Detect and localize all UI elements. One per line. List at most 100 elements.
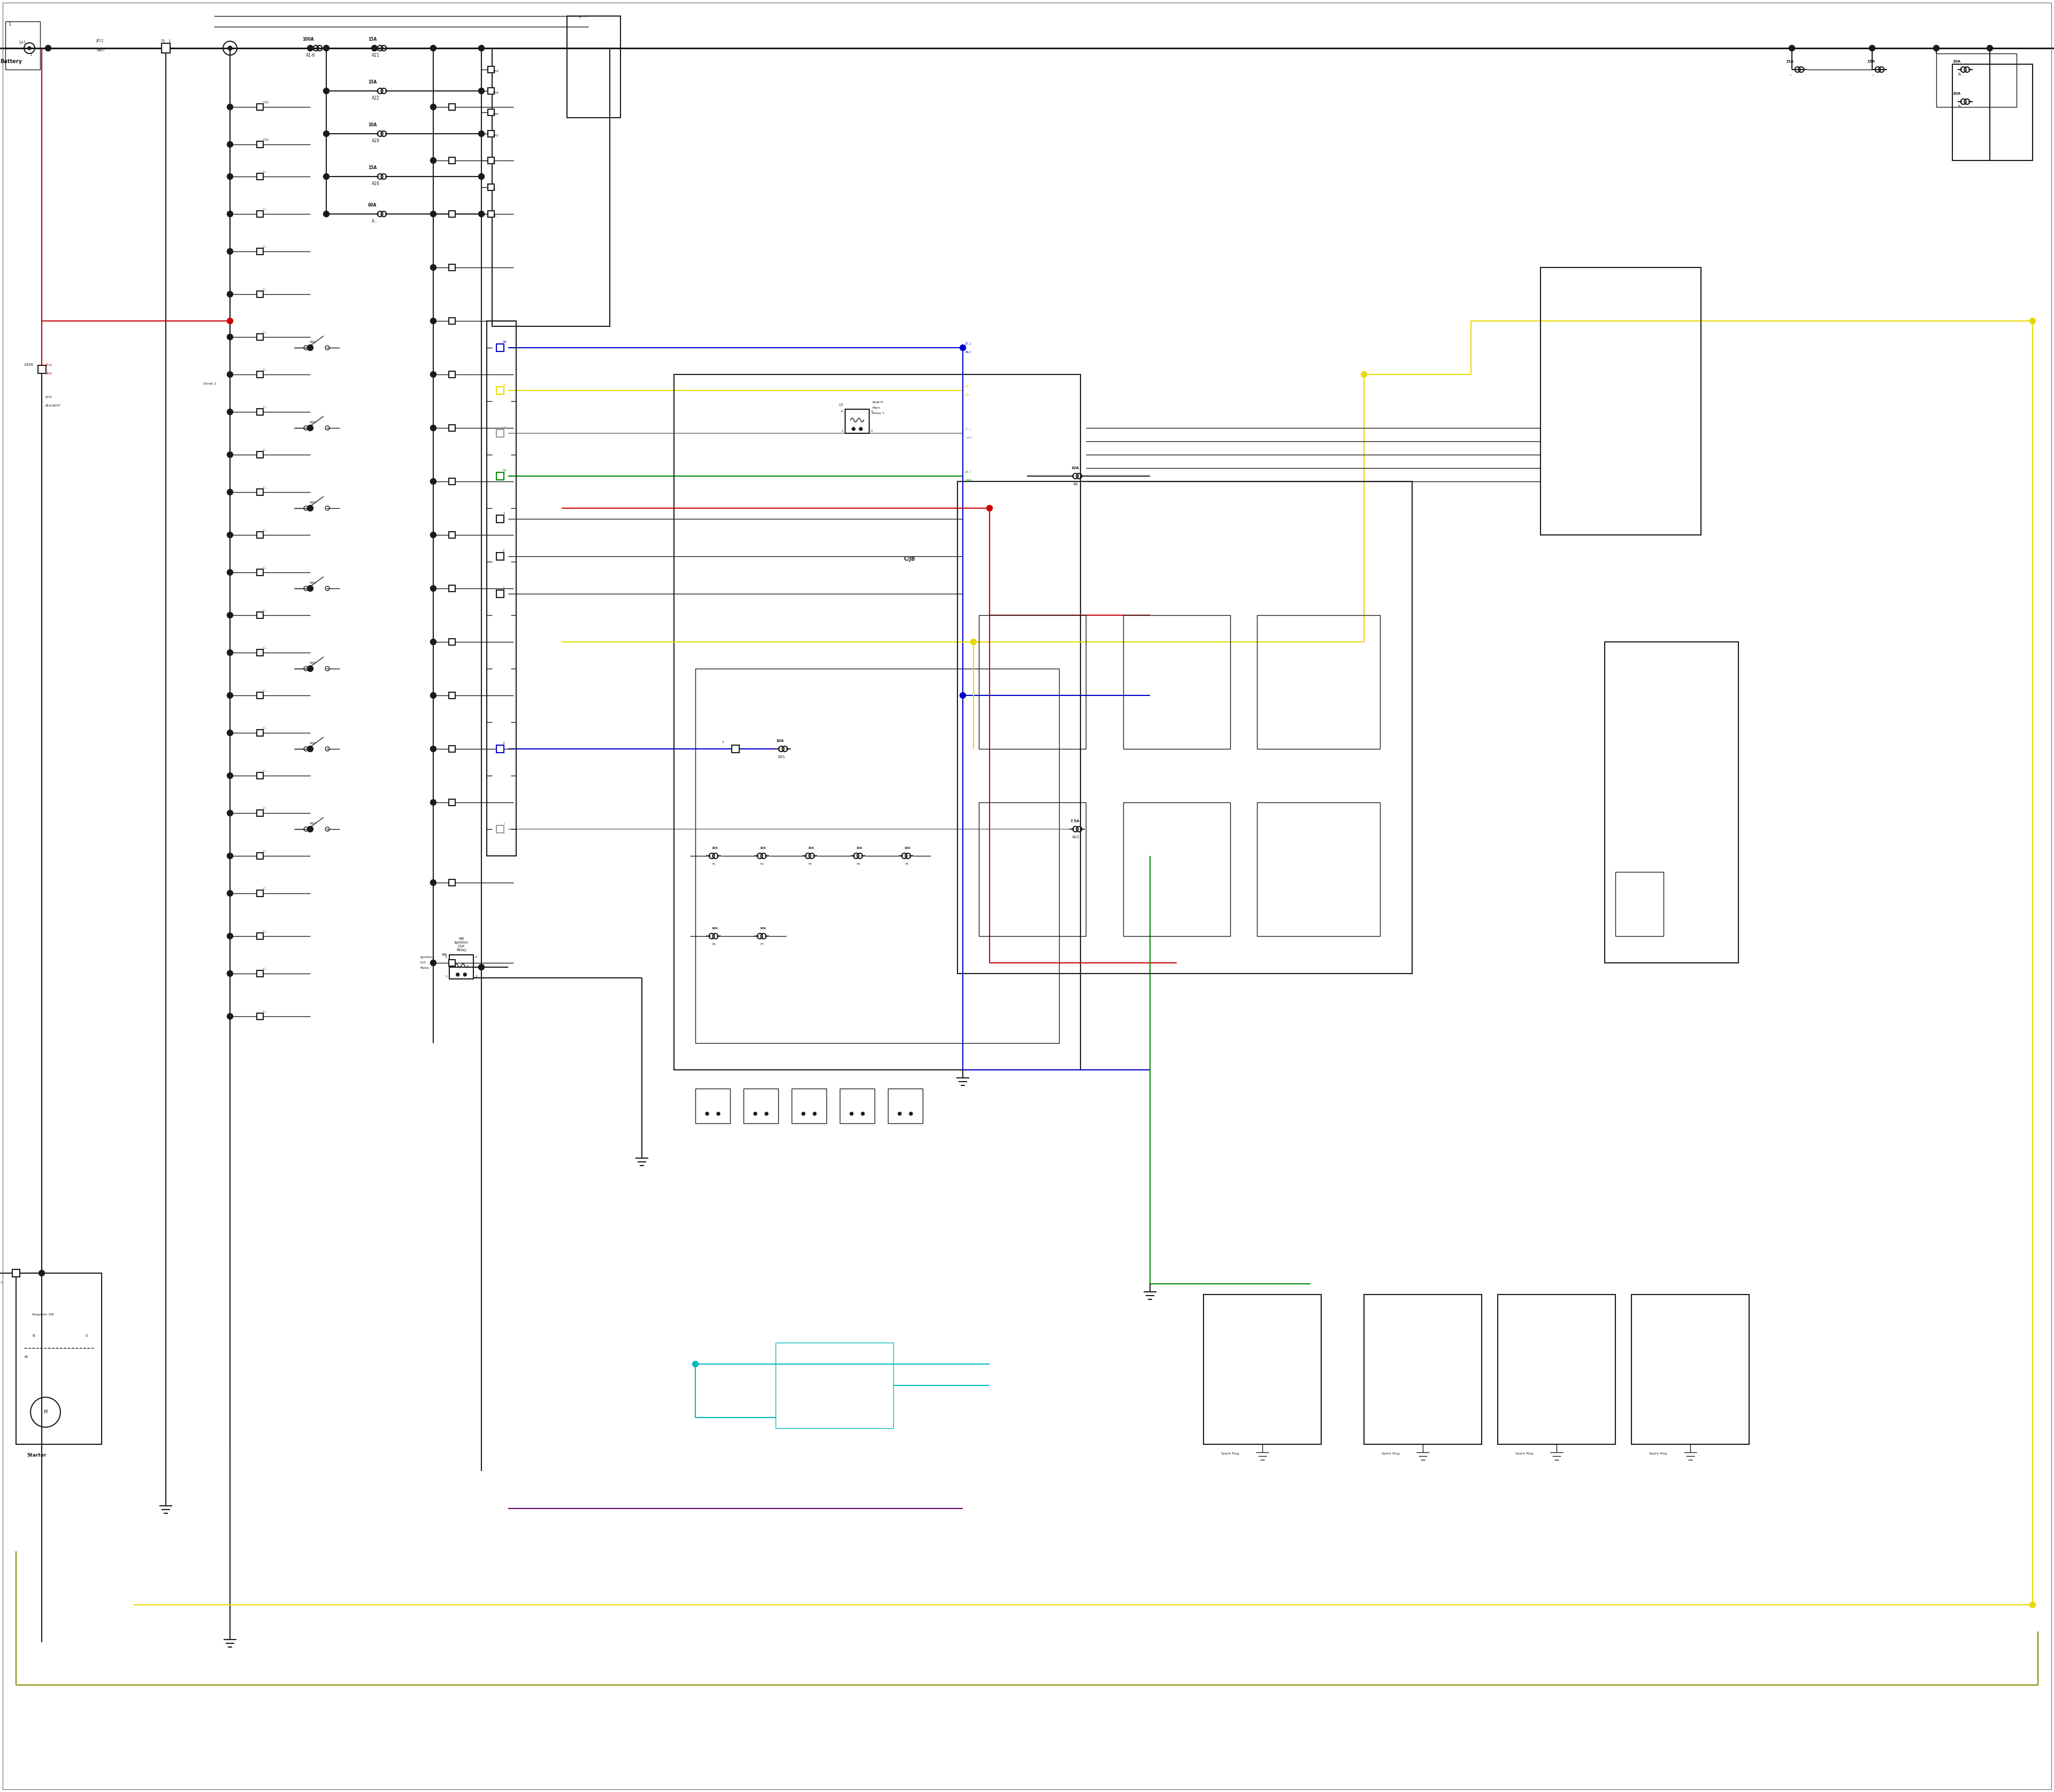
Text: F5: F5 — [906, 862, 908, 866]
Text: S: S — [86, 1333, 88, 1337]
Bar — [980, 615, 1087, 749]
Circle shape — [898, 1113, 902, 1115]
Circle shape — [228, 174, 232, 179]
Text: Spark Plug: Spark Plug — [1649, 1452, 1668, 1455]
Circle shape — [228, 317, 232, 324]
Circle shape — [1869, 45, 1875, 52]
Circle shape — [1933, 45, 1939, 52]
Bar — [6, 22, 41, 70]
Bar — [257, 290, 263, 297]
Text: Relay: Relay — [419, 966, 429, 969]
Circle shape — [717, 1113, 721, 1115]
Bar — [162, 43, 170, 54]
Bar — [1124, 803, 1230, 935]
Text: [E1]: [E1] — [97, 39, 105, 43]
Bar — [257, 810, 263, 817]
Bar — [448, 317, 456, 324]
Text: 1: 1 — [446, 975, 448, 978]
Text: F7: F7 — [760, 943, 764, 946]
Bar — [487, 158, 495, 163]
Circle shape — [431, 961, 435, 966]
Circle shape — [308, 745, 312, 753]
Circle shape — [813, 1113, 815, 1115]
Bar — [1124, 615, 1230, 749]
Bar — [497, 745, 503, 753]
Bar — [257, 211, 263, 217]
Bar — [1257, 803, 1380, 935]
Text: C...: C... — [263, 448, 267, 452]
Bar — [1257, 615, 1380, 749]
Bar — [497, 473, 503, 480]
Circle shape — [322, 211, 329, 217]
Text: SW3: SW3 — [310, 502, 316, 504]
Circle shape — [228, 452, 232, 457]
Circle shape — [308, 344, 312, 351]
Text: 59: 59 — [503, 340, 507, 344]
Bar — [257, 934, 263, 939]
Text: 15A: 15A — [368, 79, 376, 84]
Circle shape — [479, 88, 485, 93]
Circle shape — [228, 211, 232, 217]
Bar — [1540, 267, 1701, 536]
Circle shape — [228, 532, 232, 538]
Bar — [487, 88, 495, 95]
Circle shape — [431, 317, 435, 324]
Text: 1: 1 — [29, 54, 31, 56]
Bar — [487, 185, 495, 190]
Text: Spark Plug: Spark Plug — [1516, 1452, 1534, 1455]
Circle shape — [308, 425, 312, 430]
Text: PGM-FI: PGM-FI — [871, 401, 883, 403]
Bar — [567, 16, 620, 118]
Bar — [674, 375, 1080, 1070]
Text: C...: C... — [263, 690, 267, 692]
Bar — [497, 387, 503, 394]
Text: YEL: YEL — [965, 394, 972, 396]
Circle shape — [431, 425, 435, 430]
Text: C...: C... — [263, 170, 267, 174]
Bar — [37, 366, 45, 373]
Text: SW2: SW2 — [310, 421, 316, 423]
Circle shape — [322, 131, 329, 136]
Text: A1-6: A1-6 — [306, 54, 316, 57]
Circle shape — [959, 692, 965, 699]
Circle shape — [431, 478, 435, 484]
Bar — [844, 409, 869, 434]
Text: B...: B... — [1957, 106, 1964, 108]
Text: C...: C... — [263, 1011, 267, 1012]
Bar — [257, 142, 263, 147]
Bar — [448, 745, 456, 753]
Text: [E..]: [E..] — [965, 385, 972, 387]
Text: 60A: 60A — [368, 202, 376, 208]
Circle shape — [1362, 371, 1366, 378]
Text: F3: F3 — [809, 862, 811, 866]
Text: C/JB: C/JB — [904, 556, 916, 561]
Text: C...: C... — [263, 407, 267, 409]
Bar — [257, 174, 263, 179]
Text: 15A: 15A — [368, 38, 376, 41]
Text: C...: C... — [263, 332, 267, 333]
Bar — [448, 158, 456, 163]
Bar — [257, 532, 263, 538]
Text: 42: 42 — [503, 470, 507, 471]
Bar — [257, 969, 263, 977]
Text: 4: 4 — [474, 955, 477, 959]
Bar — [744, 1088, 778, 1124]
Bar — [16, 1272, 101, 1444]
Text: 100A: 100A — [302, 38, 314, 41]
Bar — [257, 611, 263, 618]
Text: 4: 4 — [840, 410, 842, 412]
Text: C...: C... — [493, 161, 497, 163]
Bar — [497, 552, 503, 561]
Text: 2: 2 — [503, 742, 505, 745]
Bar — [448, 692, 456, 699]
Bar — [493, 48, 610, 326]
Bar — [257, 692, 263, 699]
Text: T1: T1 — [160, 39, 164, 43]
Text: 10A: 10A — [776, 740, 785, 742]
Circle shape — [228, 489, 232, 495]
Text: 15A: 15A — [1785, 59, 1793, 63]
Circle shape — [431, 586, 435, 591]
Text: 10A: 10A — [1070, 466, 1078, 470]
Bar — [257, 333, 263, 340]
Bar — [448, 371, 456, 378]
